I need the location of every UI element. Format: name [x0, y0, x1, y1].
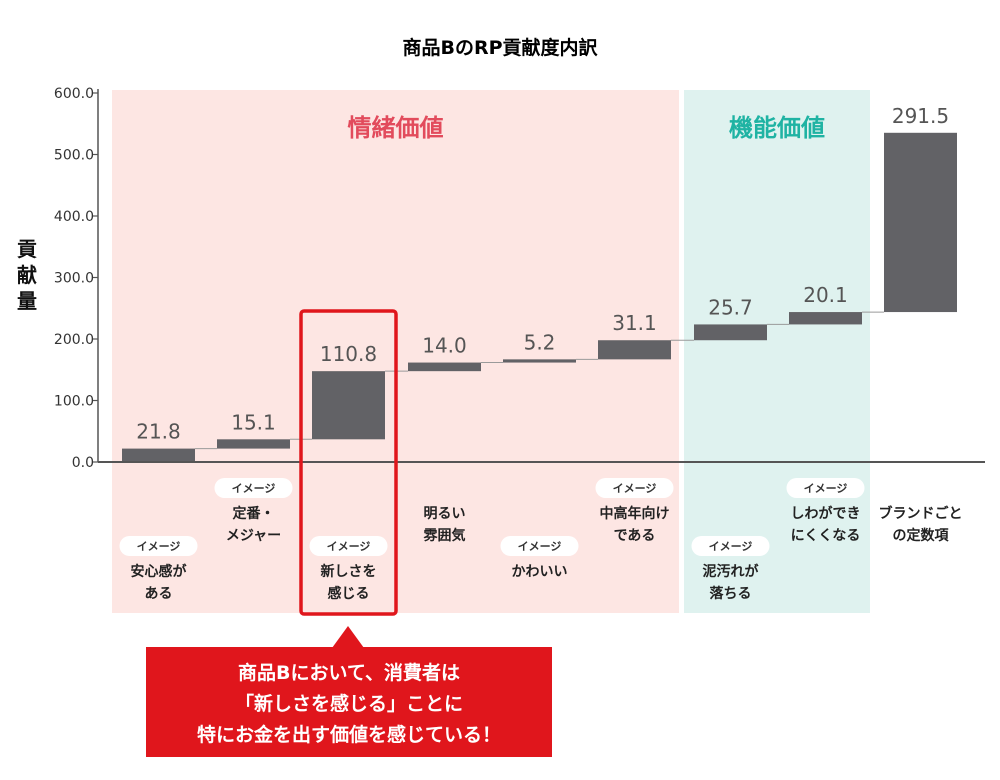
y-axis-label: 量: [17, 289, 37, 313]
tag-label: イメージ: [709, 540, 753, 553]
waterfall-bar: [122, 448, 195, 462]
category-label: かわいい: [512, 564, 568, 580]
waterfall-bar: [789, 312, 862, 325]
callout-arrow: [332, 626, 364, 648]
tag-pill: [595, 478, 674, 498]
data-label: 15.1: [231, 410, 276, 434]
category-label: の定数項: [893, 527, 950, 544]
data-label: 31.1: [612, 311, 657, 335]
category-label: ブランドごと: [879, 505, 963, 522]
category-label: ある: [145, 586, 173, 602]
data-label: 14.0: [422, 334, 467, 358]
waterfall-bar: [884, 132, 957, 313]
category-label: 定番・: [233, 505, 275, 522]
y-tick-label: 600.0: [54, 86, 94, 102]
region-title: 情緒価値: [348, 114, 444, 142]
y-axis-label: 貢: [17, 237, 37, 261]
callout-line-3: 特にお金を出す価値を感じている！: [196, 724, 501, 746]
tag-pill: [500, 536, 579, 556]
category-label: 新しさを: [321, 563, 377, 580]
category-label: 泥汚れが: [703, 563, 760, 580]
waterfall-bar: [503, 359, 576, 363]
callout-line-2: 「新しさを感じる」ことに: [234, 693, 463, 715]
category-label: しわができ: [791, 505, 861, 522]
tag-pill: [119, 536, 198, 556]
callout-box: 商品Bにおいて、消費者は 「新しさを感じる」ことに 特にお金を出す価値を感じてい…: [146, 647, 552, 757]
category-label: メジャー: [226, 528, 281, 544]
tag-pill: [691, 536, 770, 556]
y-tick-label: 500.0: [54, 148, 94, 164]
chart-title: 商品BのRP貢献度内訳: [402, 36, 598, 59]
y-tick-label: 0.0: [72, 455, 94, 471]
tag-pill: [786, 478, 865, 498]
region-background: [684, 90, 870, 613]
category-label: 感じる: [328, 585, 370, 602]
tag-label: イメージ: [613, 482, 657, 495]
tag-label: イメージ: [518, 540, 562, 553]
data-label: 21.8: [136, 420, 181, 444]
tag-label: イメージ: [137, 540, 181, 553]
tag-pill: [214, 478, 293, 498]
waterfall-bar: [408, 362, 481, 372]
tag-label: イメージ: [804, 482, 848, 495]
highlight-frame: [299, 309, 398, 616]
category-label: にくくなる: [791, 528, 861, 544]
waterfall-bar: [598, 340, 671, 360]
tag-pill: [309, 536, 388, 556]
data-label: 110.8: [320, 342, 377, 366]
waterfall-bar: [312, 371, 385, 440]
waterfall-bar: [694, 324, 767, 341]
category-label: 明るい: [424, 506, 466, 522]
data-label: 5.2: [524, 330, 556, 354]
tag-label: イメージ: [327, 540, 371, 553]
tag-label: イメージ: [232, 482, 276, 495]
y-tick-label: 200.0: [54, 332, 94, 348]
data-label: 291.5: [892, 104, 949, 128]
y-tick-label: 100.0: [54, 394, 94, 410]
category-label: 安心感が: [131, 563, 188, 580]
data-label: 20.1: [803, 283, 848, 307]
data-label: 25.7: [708, 295, 753, 319]
y-tick-label: 400.0: [54, 209, 94, 225]
category-label: 中高年向け: [600, 505, 670, 522]
region-title: 機能価値: [729, 114, 825, 142]
category-label: 雰囲気: [424, 527, 466, 544]
category-label: 落ちる: [710, 585, 752, 602]
y-axis-label: 献: [17, 263, 37, 287]
waterfall-bar: [217, 439, 290, 449]
y-tick-label: 300.0: [54, 271, 94, 287]
callout-line-1: 商品Bにおいて、消費者は: [238, 662, 460, 684]
category-label: である: [614, 528, 656, 544]
